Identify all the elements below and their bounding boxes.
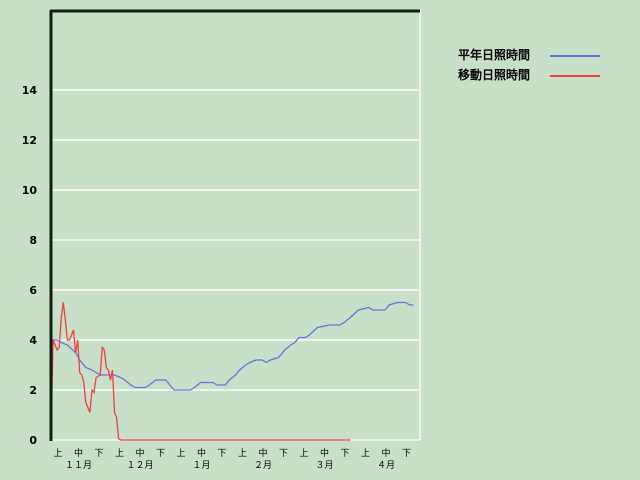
legend: 平年日照時間 移動日照時間 [458, 47, 600, 82]
x-dekad-label: 上 [299, 448, 308, 459]
x-dekad-label: 上 [53, 448, 62, 459]
x-month-label: １２月 [126, 460, 153, 471]
x-month-label: ３月 [315, 460, 333, 471]
y-tick-label: 14 [22, 84, 38, 97]
legend-label-1: 移動日照時間 [458, 67, 530, 82]
x-dekad-label: 中 [197, 447, 206, 459]
x-dekad-label: 下 [156, 449, 165, 459]
x-dekad-label: 上 [176, 448, 185, 459]
x-dekad-label: 下 [340, 449, 349, 459]
x-month-label: １月 [192, 460, 210, 471]
x-dekad-label: 下 [217, 449, 226, 459]
x-month-label: １１月 [65, 460, 92, 471]
y-tick-label: 6 [29, 284, 37, 297]
y-tick-label: 8 [29, 234, 37, 247]
x-dekad-label: 中 [320, 447, 329, 459]
x-dekad-label: 上 [115, 448, 124, 459]
series-lines [50, 301, 414, 441]
legend-label-0: 平年日照時間 [458, 47, 530, 62]
gridlines [51, 89, 420, 391]
x-dekad-label: 下 [402, 449, 411, 459]
y-tick-label: 12 [22, 134, 37, 147]
x-dekad-label: 下 [94, 449, 103, 459]
y-tick-label: 10 [22, 184, 38, 197]
y-tick-label: 2 [29, 384, 37, 397]
x-dekad-label: 下 [279, 449, 288, 459]
series-line-0 [50, 301, 414, 440]
y-tick-label: 0 [29, 434, 37, 447]
y-tick-label: 4 [29, 334, 37, 347]
x-dekad-label: 中 [74, 447, 83, 459]
x-axis-ticks: 上中下上中下上中下上中下上中下上中下１１月 １２月 １月 ２月 ３月 ４月 [53, 447, 411, 471]
x-dekad-label: 中 [258, 447, 267, 459]
x-month-label: ４月 [377, 460, 395, 471]
y-axis-ticks: 0 2 4 6 8 10 12 14 [22, 84, 38, 447]
series-line-1 [50, 302, 351, 441]
x-dekad-label: 上 [238, 448, 247, 459]
x-dekad-label: 上 [361, 448, 370, 459]
x-dekad-label: 中 [135, 447, 144, 459]
x-month-label: ２月 [254, 460, 272, 471]
x-dekad-label: 中 [381, 447, 390, 459]
